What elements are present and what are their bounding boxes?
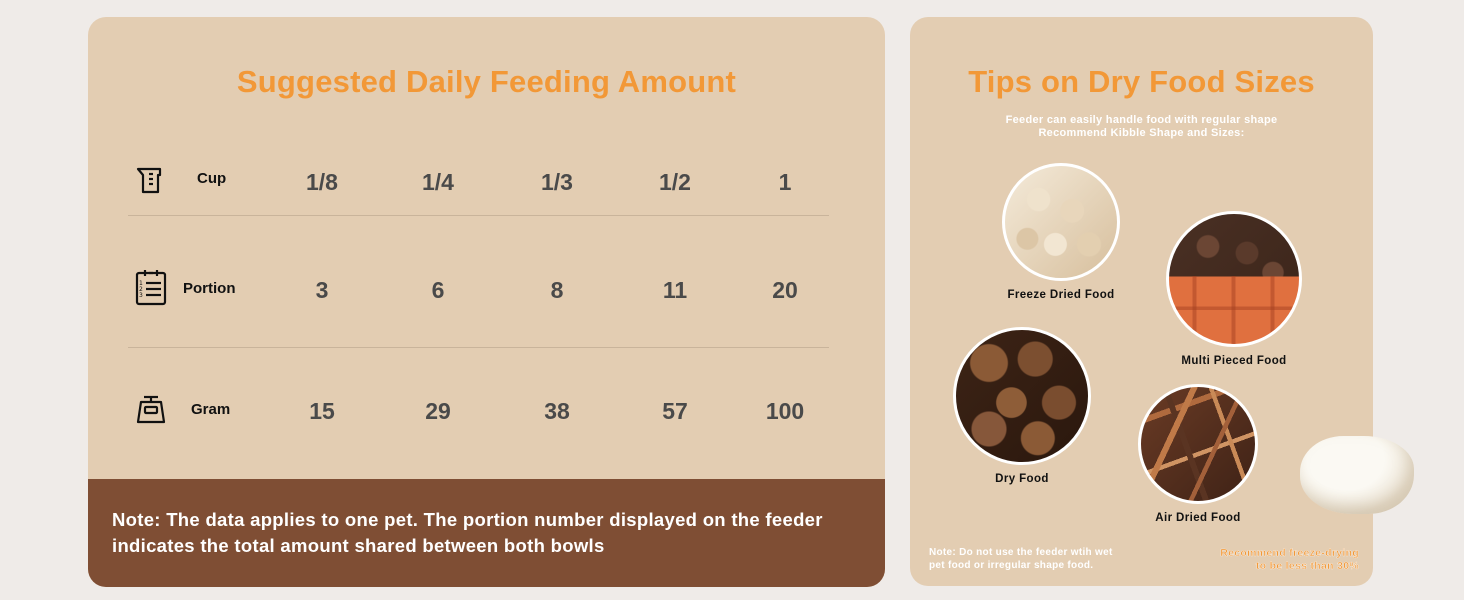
tips-title: Tips on Dry Food Sizes <box>968 64 1315 99</box>
subtitle-line: Feeder can easily handle food with regul… <box>1005 114 1278 126</box>
cell-value: 38 <box>544 398 570 424</box>
cell-value: 20 <box>772 277 798 303</box>
measuring-cup-icon <box>134 163 168 197</box>
wet-food-warning: Note: Do not use the feeder wtih wet pet… <box>929 547 1189 572</box>
note-line: Recommend freeze-drying <box>1220 547 1359 559</box>
cell-value: 11 <box>662 277 688 303</box>
svg-text:1: 1 <box>139 280 143 287</box>
air-dried-food-photo <box>1138 384 1258 504</box>
note-line: pet food or irregular shape food. <box>929 559 1094 571</box>
food-label: Multi Pieced Food <box>1181 355 1287 367</box>
note-line: to be less than 30% <box>1255 559 1359 572</box>
scale-icon <box>134 392 168 426</box>
food-item-air-dried: Air Dried Food <box>1136 384 1260 524</box>
note-band: Note: The data applies to one pet. The p… <box>88 479 885 587</box>
feeding-amount-card: Suggested Daily Feeding Amount Cup 1/8 1… <box>88 17 885 587</box>
table-row-gram: Gram 15 29 38 57 100 <box>128 348 829 478</box>
feeding-title: Suggested Daily Feeding Amount <box>236 64 737 99</box>
cell-value: 1/4 <box>422 169 454 195</box>
food-item-multi-pieced: Multi Pieced Food <box>1164 211 1304 367</box>
freeze-dried-food-photo <box>1002 163 1120 281</box>
cell-value: 100 <box>765 398 805 424</box>
food-label: Air Dried Food <box>1155 512 1241 524</box>
svg-text:2: 2 <box>139 286 143 293</box>
food-item-dry: Dry Food <box>952 327 1092 485</box>
row-divider <box>128 215 829 216</box>
dry-food-tips-card: Tips on Dry Food Sizes Feeder can easily… <box>910 17 1373 586</box>
food-item-freeze-dried: Freeze Dried Food <box>996 163 1126 301</box>
table-row-cup: Cup 1/8 1/4 1/3 1/2 1 <box>128 116 829 246</box>
cell-value: 29 <box>425 398 451 424</box>
cell-value: 1/2 <box>659 169 691 195</box>
note-line: Note: Do not use the feeder wtih wet <box>929 547 1113 558</box>
row-label-gram: Gram <box>191 401 231 418</box>
cell-value: 3 <box>315 277 329 303</box>
feeding-note: Note: The data applies to one pet. The p… <box>112 509 823 556</box>
freeze-dried-cube-image <box>1300 436 1414 514</box>
cell-value: 1/8 <box>306 169 338 195</box>
row-divider <box>128 347 829 348</box>
cell-value: 15 <box>309 398 335 424</box>
cell-value: 1 <box>778 169 792 195</box>
cell-value: 6 <box>431 277 445 303</box>
subtitle-line: Recommend Kibble Shape and Sizes: <box>1038 127 1245 139</box>
tips-subtitle: Feeder can easily handle food with regul… <box>910 114 1373 140</box>
food-label: Dry Food <box>995 473 1049 485</box>
food-label: Freeze Dried Food <box>1007 289 1115 301</box>
cell-value: 57 <box>662 398 688 424</box>
table-row-portion: 1 2 3 Portion 3 6 8 11 20 <box>128 216 829 346</box>
row-label-portion: Portion <box>183 280 236 297</box>
svg-text:3: 3 <box>139 292 143 299</box>
cell-value: 1/3 <box>541 169 573 195</box>
cell-value: 8 <box>550 277 564 303</box>
clipboard-list-icon: 1 2 3 <box>134 268 168 306</box>
freeze-drying-recommendation: Recommend freeze-drying to be less than … <box>1220 547 1359 572</box>
multi-pieced-food-photo <box>1166 211 1302 347</box>
dry-food-photo <box>953 327 1091 465</box>
row-label-cup: Cup <box>197 170 227 187</box>
